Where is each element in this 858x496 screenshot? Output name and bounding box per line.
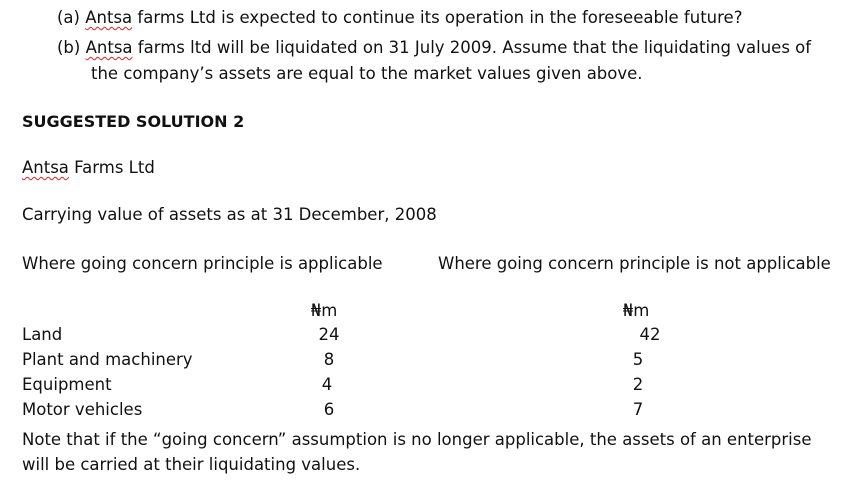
row-label-plant: Plant and machinery bbox=[22, 350, 193, 369]
unit-not-going: ₦m bbox=[622, 301, 650, 320]
value-going-motor: 6 bbox=[323, 400, 335, 419]
note-line-2: will be carried at their liquidating val… bbox=[22, 455, 361, 474]
going-concern-header: Where going concern principle is applica… bbox=[22, 254, 383, 273]
row-label-motor: Motor vehicles bbox=[22, 400, 143, 419]
question-b-line2: the company’s assets are equal to the ma… bbox=[91, 64, 643, 83]
row-label-land: Land bbox=[22, 325, 63, 344]
unit-going: ₦m bbox=[310, 301, 338, 320]
value-not-going-plant: 5 bbox=[632, 350, 644, 369]
value-going-equipment: 4 bbox=[321, 375, 333, 394]
question-b-text: farms ltd will be liquidated on 31 July … bbox=[132, 38, 812, 57]
question-a: (a) Antsa farms Ltd is expected to conti… bbox=[57, 8, 742, 27]
company-name-misspelled: Antsa bbox=[85, 8, 133, 27]
value-going-land: 24 bbox=[318, 325, 340, 344]
company-name-rest: Farms Ltd bbox=[68, 158, 155, 177]
company-title: Antsa Farms Ltd bbox=[22, 158, 155, 177]
note-line-1: Note that if the “going concern” assumpt… bbox=[22, 430, 812, 449]
solution-heading: SUGGESTED SOLUTION 2 bbox=[22, 112, 245, 131]
value-not-going-land: 42 bbox=[639, 325, 661, 344]
question-a-marker: (a) bbox=[57, 8, 80, 27]
question-b-marker: (b) bbox=[57, 38, 81, 57]
value-not-going-equipment: 2 bbox=[632, 375, 644, 394]
not-going-concern-header: Where going concern principle is not app… bbox=[438, 254, 831, 273]
company-name-misspelled: Antsa bbox=[85, 38, 133, 57]
value-not-going-motor: 7 bbox=[632, 400, 644, 419]
company-name-misspelled: Antsa bbox=[22, 158, 69, 177]
question-a-text: farms Ltd is expected to continue its op… bbox=[132, 8, 743, 27]
statement-subtitle: Carrying value of assets as at 31 Decemb… bbox=[22, 205, 437, 224]
question-b: (b) Antsa farms ltd will be liquidated o… bbox=[57, 38, 811, 57]
row-label-equipment: Equipment bbox=[22, 375, 112, 394]
value-going-plant: 8 bbox=[323, 350, 335, 369]
